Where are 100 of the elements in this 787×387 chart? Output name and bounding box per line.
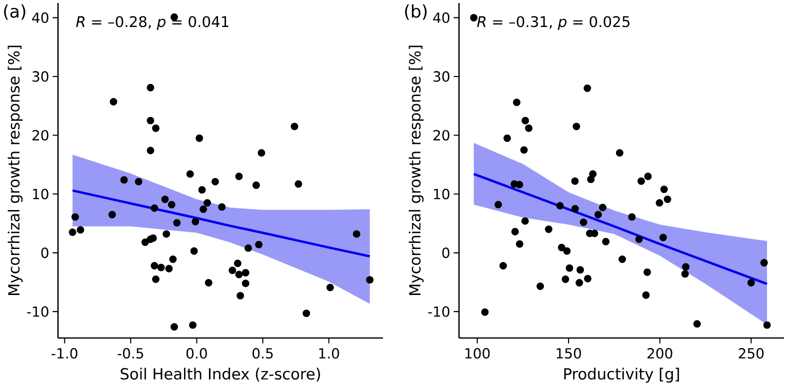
point: [594, 210, 602, 218]
point: [512, 98, 520, 106]
point: [198, 186, 206, 194]
y-tick-label: 0: [41, 247, 48, 258]
point: [481, 308, 489, 316]
point: [190, 247, 198, 255]
point: [366, 276, 374, 284]
point: [618, 256, 626, 263]
point: [290, 122, 298, 130]
point: [516, 180, 524, 188]
x-axis-title: Productivity [g]: [564, 368, 679, 383]
point: [255, 240, 263, 248]
y-tick-label: 40: [32, 12, 48, 23]
y-axis-title: Mycorrhizal growth response [%]: [8, 46, 23, 296]
point: [146, 84, 154, 92]
x-tick-label: 1.0: [319, 348, 340, 359]
x-axis-title: Soil Health Index (z-score): [120, 368, 320, 382]
x-tick-label: 150: [556, 348, 581, 359]
point: [660, 186, 668, 194]
point: [628, 213, 636, 221]
x-tick-label: 0.0: [186, 348, 207, 359]
point: [242, 269, 250, 276]
point: [571, 177, 579, 185]
x-tick-label: -0.5: [118, 348, 144, 359]
x-tick-label: -1.0: [52, 348, 78, 359]
line-series: [71, 189, 371, 258]
point: [635, 236, 643, 243]
point: [236, 292, 244, 300]
point: [470, 14, 478, 22]
point: [252, 181, 260, 189]
point: [584, 274, 592, 282]
point: [644, 172, 652, 180]
point: [558, 244, 566, 252]
point: [204, 279, 212, 286]
y-tick-label: 10: [33, 188, 48, 200]
point: [150, 204, 158, 212]
point: [71, 213, 79, 221]
point: [189, 321, 196, 329]
point: [152, 124, 160, 132]
point: [563, 247, 571, 255]
annotation: R = –0.31, p = 0.025: [477, 16, 630, 30]
point: [587, 176, 595, 184]
point: [141, 238, 149, 246]
point: [525, 124, 532, 132]
point: [494, 200, 502, 208]
point: [576, 279, 584, 286]
y-tick-label: -10: [428, 306, 450, 317]
point: [503, 134, 511, 142]
point: [747, 279, 755, 286]
point: [146, 146, 154, 154]
point: [196, 134, 204, 142]
point: [108, 210, 116, 218]
y-tick-label: 10: [434, 188, 450, 200]
point: [664, 196, 672, 204]
point: [681, 270, 689, 278]
point: [76, 226, 84, 234]
point: [162, 230, 170, 238]
point: [562, 275, 570, 283]
point: [536, 282, 544, 290]
y-tick-label: 20: [32, 130, 48, 141]
annotation: R = –0.28, p = 0.041: [76, 16, 228, 30]
point: [161, 196, 169, 204]
point: [598, 204, 606, 212]
point: [169, 256, 177, 263]
point: [150, 262, 158, 270]
point: [157, 264, 165, 272]
y-tick-label: 30: [32, 71, 48, 82]
point: [572, 122, 580, 130]
point: [120, 176, 128, 184]
point: [211, 178, 219, 186]
text: (b): [405, 4, 427, 20]
point: [656, 199, 664, 207]
point: [602, 238, 610, 246]
x-tick-label: 0.5: [252, 348, 273, 359]
point: [294, 180, 302, 188]
point: [760, 259, 768, 267]
point: [228, 266, 236, 274]
point: [168, 200, 176, 208]
point: [244, 244, 252, 252]
point: [580, 218, 588, 226]
point: [258, 149, 266, 157]
point: [235, 172, 243, 180]
point: [763, 321, 771, 329]
point: [520, 146, 528, 154]
x-tick-label: 100: [465, 348, 490, 359]
text: (a): [4, 4, 26, 20]
point: [682, 263, 690, 271]
point: [200, 206, 208, 214]
point: [616, 149, 624, 157]
point: [556, 202, 564, 210]
point: [173, 219, 181, 227]
point: [516, 240, 524, 248]
point: [302, 310, 310, 318]
y-axis-title: Mycorrhizal growth response [%]: [408, 46, 424, 296]
point: [218, 203, 226, 211]
point: [352, 230, 360, 238]
point: [499, 262, 507, 270]
point: [544, 226, 552, 234]
point: [192, 218, 200, 226]
x-tick-label: 250: [738, 348, 764, 359]
